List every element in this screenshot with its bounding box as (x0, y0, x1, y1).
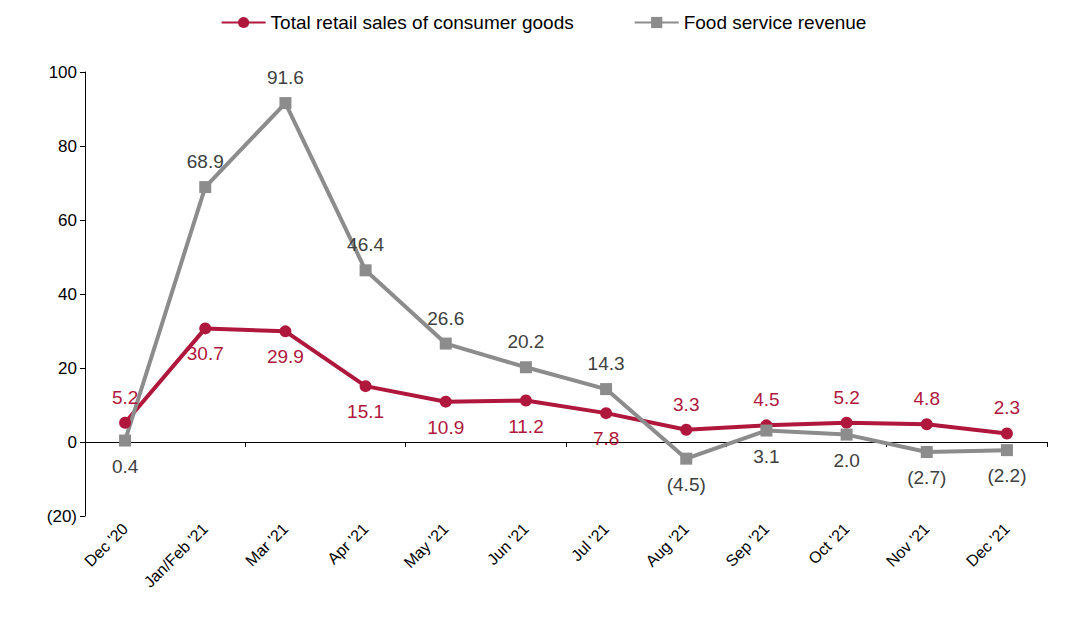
svg-text:Dec '21: Dec '21 (963, 520, 1013, 570)
svg-text:(20): (20) (47, 507, 77, 526)
svg-text:2.0: 2.0 (833, 450, 859, 471)
svg-text:68.9: 68.9 (187, 151, 224, 172)
svg-text:0: 0 (68, 433, 77, 452)
svg-text:3.1: 3.1 (753, 446, 779, 467)
svg-text:15.1: 15.1 (347, 401, 384, 422)
svg-text:60: 60 (58, 211, 77, 230)
svg-text:29.9: 29.9 (267, 346, 304, 367)
svg-text:5.2: 5.2 (112, 387, 138, 408)
svg-text:Aug '21: Aug '21 (642, 520, 692, 570)
svg-text:Oct '21: Oct '21 (805, 520, 853, 568)
svg-text:Jul '21: Jul '21 (568, 520, 612, 564)
svg-text:14.3: 14.3 (588, 353, 625, 374)
svg-text:(4.5): (4.5) (667, 474, 706, 495)
svg-text:46.4: 46.4 (347, 234, 384, 255)
svg-text:30.7: 30.7 (187, 343, 224, 364)
svg-text:3.3: 3.3 (673, 394, 699, 415)
svg-text:91.6: 91.6 (267, 67, 304, 88)
svg-text:Total retail sales of consumer: Total retail sales of consumer goods (271, 12, 574, 33)
svg-text:20: 20 (58, 359, 77, 378)
svg-text:7.8: 7.8 (593, 428, 619, 449)
svg-text:Jan/Feb '21: Jan/Feb '21 (141, 520, 212, 591)
svg-text:20.2: 20.2 (507, 331, 544, 352)
svg-text:Food service revenue: Food service revenue (684, 12, 867, 33)
svg-text:Jun '21: Jun '21 (484, 520, 532, 568)
svg-text:0.4: 0.4 (112, 456, 139, 477)
svg-text:80: 80 (58, 137, 77, 156)
svg-text:4.5: 4.5 (753, 389, 779, 410)
svg-text:40: 40 (58, 285, 77, 304)
svg-text:May '21: May '21 (401, 520, 452, 571)
svg-text:(2.7): (2.7) (907, 467, 946, 488)
svg-text:Apr '21: Apr '21 (324, 520, 372, 568)
svg-text:11.2: 11.2 (508, 416, 544, 437)
svg-text:2.3: 2.3 (994, 397, 1020, 418)
svg-text:26.6: 26.6 (427, 308, 464, 329)
svg-text:5.2: 5.2 (833, 387, 859, 408)
svg-text:Dec '20: Dec '20 (81, 520, 131, 570)
svg-text:Mar '21: Mar '21 (242, 520, 291, 569)
svg-text:Nov '21: Nov '21 (883, 520, 933, 570)
svg-text:4.8: 4.8 (914, 388, 940, 409)
svg-text:(2.2): (2.2) (987, 465, 1026, 486)
svg-text:Sep '21: Sep '21 (722, 520, 772, 570)
svg-text:100: 100 (49, 63, 77, 82)
svg-text:10.9: 10.9 (427, 417, 464, 438)
